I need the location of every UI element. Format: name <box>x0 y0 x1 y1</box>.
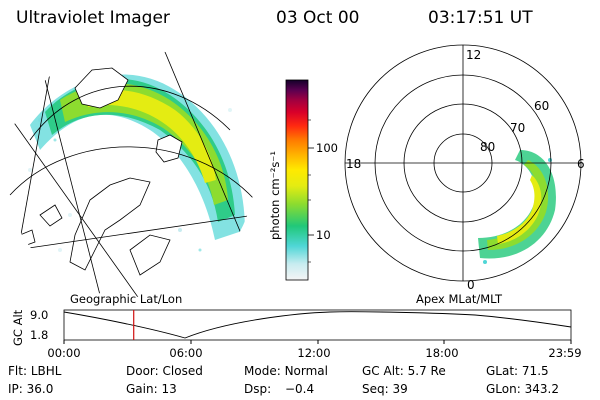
polar-lat-60: 60 <box>534 99 549 113</box>
greenland-coast <box>74 67 129 109</box>
info-dsp: Dsp: −0.4 <box>244 382 314 396</box>
info-flt-value: LBHL <box>30 364 62 378</box>
time-tick-0000: 00:00 <box>47 346 80 360</box>
date-label: 03 Oct 00 <box>276 8 360 28</box>
polar-mlt-0: 0 <box>467 278 475 292</box>
polar-lat-80: 80 <box>480 140 495 154</box>
polar-lat-70: 70 <box>510 121 525 135</box>
info-glat: GLat: 71.5 <box>486 364 549 378</box>
info-ip-label: IP: <box>8 382 23 396</box>
info-glat-value: 71.5 <box>521 364 549 378</box>
info-seq-value: 39 <box>392 382 408 396</box>
polar-aurora-lime <box>487 160 549 250</box>
info-glat-label: GLat: <box>486 364 519 378</box>
info-ip-value: 36.0 <box>26 382 54 396</box>
aurora-lime-band <box>60 83 228 205</box>
europe-coast <box>129 234 171 276</box>
info-dsp-label: Dsp: <box>244 382 272 396</box>
iceland-coast <box>155 134 183 163</box>
geographic-grid <box>5 47 255 297</box>
polar-mlt-18: 18 <box>346 157 361 171</box>
info-ip: IP: 36.0 <box>8 382 53 396</box>
info-flt-label: Flt: <box>8 364 27 378</box>
polar-mlt-6: 6 <box>577 157 585 171</box>
altitude-ylabel: GC Alt <box>11 309 25 346</box>
colorbar-scale <box>285 79 309 281</box>
info-gain: Gain: 13 <box>126 382 177 396</box>
polar-map: 80 70 60 12 6 18 0 <box>344 44 585 292</box>
info-mode-label: Mode: <box>244 364 281 378</box>
colorbar-tick-100: 100 <box>316 141 338 155</box>
altitude-ytick-high: 9.0 <box>30 308 48 322</box>
info-gain-value: 13 <box>161 382 177 396</box>
info-gcalt-value: 5.7 Re <box>407 364 446 378</box>
info-door: Door: Closed <box>126 364 203 378</box>
colorbar-unit: photon cm⁻²s⁻¹ <box>268 151 282 240</box>
altitude-curve <box>63 311 572 339</box>
instrument-title: Ultraviolet Imager <box>16 8 170 28</box>
polar-aurora-core <box>497 175 542 244</box>
time-tick-1200: 12:00 <box>297 346 330 360</box>
info-gcalt-label: GC Alt: <box>362 364 404 378</box>
time-tick-1800: 18:00 <box>425 346 458 360</box>
info-seq: Seq: 39 <box>362 382 408 396</box>
altitude-ytick-low: 1.8 <box>30 328 48 342</box>
arctic-islands <box>19 204 63 247</box>
info-glon-value: 343.2 <box>524 382 559 396</box>
info-flt: Flt: LBHL <box>8 364 61 378</box>
altitude-plot-frame <box>63 309 572 341</box>
time-label: 03:17:51 UT <box>428 8 533 28</box>
info-mode: Mode: Normal <box>244 364 328 378</box>
info-glon-label: GLon: <box>486 382 521 396</box>
info-door-value: Closed <box>162 364 203 378</box>
colorbar: 100 10 photon cm⁻²s⁻¹ <box>268 79 338 281</box>
info-gain-label: Gain: <box>126 382 158 396</box>
time-tick-2359: 23:59 <box>548 346 581 360</box>
info-dsp-value: −0.4 <box>284 382 315 396</box>
info-door-label: Door: <box>126 364 159 378</box>
geographic-map <box>5 47 255 297</box>
geographic-label: Geographic Lat/Lon <box>70 292 182 306</box>
time-tick-0600: 06:00 <box>169 346 202 360</box>
polar-mlt-12: 12 <box>466 48 481 62</box>
apex-label: Apex MLat/MLT <box>416 292 503 306</box>
info-gcalt: GC Alt: 5.7 Re <box>362 364 446 378</box>
info-glon: GLon: 343.2 <box>486 382 559 396</box>
altitude-plot: GC Alt 9.0 1.8 00:00 06:00 12:00 18:00 2… <box>11 308 582 360</box>
colorbar-tick-10: 10 <box>316 228 331 242</box>
info-mode-value: Normal <box>284 364 328 378</box>
scandinavia-coast <box>69 177 151 271</box>
info-seq-label: Seq: <box>362 382 389 396</box>
